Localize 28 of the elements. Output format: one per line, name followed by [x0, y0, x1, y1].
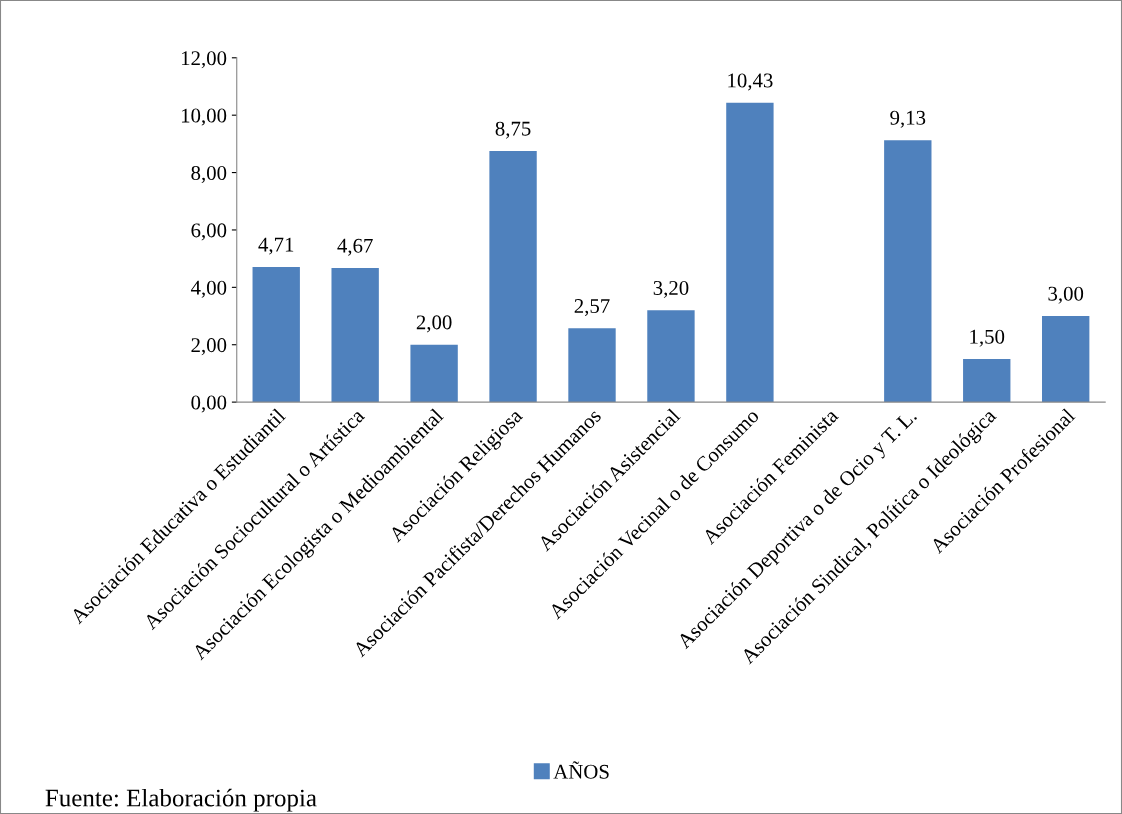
data-label: 9,13 — [890, 110, 926, 128]
bar — [252, 266, 300, 403]
bar — [568, 328, 616, 403]
bar — [331, 268, 379, 403]
legend-label: AÑOS — [553, 761, 609, 779]
data-label: 2,00 — [416, 315, 452, 333]
bar — [726, 102, 774, 403]
data-label: 8,75 — [495, 121, 531, 139]
data-label: 1,50 — [970, 329, 1005, 347]
data-label: 3,00 — [1048, 286, 1084, 304]
bar — [410, 344, 458, 403]
data-label: 4,71 — [258, 237, 294, 255]
bar — [884, 140, 932, 403]
data-label: 4,67 — [337, 238, 373, 256]
y-tick-label: 2,00 — [191, 338, 227, 356]
y-tick-label: 4,00 — [190, 280, 227, 298]
y-tick-label: 12,00 — [181, 51, 227, 69]
data-label: 10,43 — [728, 73, 773, 91]
bar — [963, 359, 1011, 403]
y-tick-label: 6,00 — [191, 223, 227, 241]
source-note: Fuente: Elaboración propia — [45, 788, 317, 812]
bar — [1042, 316, 1090, 403]
data-label: 3,20 — [653, 280, 689, 298]
y-tick-label: 8,00 — [191, 165, 227, 183]
data-label: 2,57 — [574, 299, 610, 317]
bar — [647, 310, 695, 403]
bar — [489, 151, 537, 403]
y-tick-label: 10,00 — [181, 108, 227, 126]
